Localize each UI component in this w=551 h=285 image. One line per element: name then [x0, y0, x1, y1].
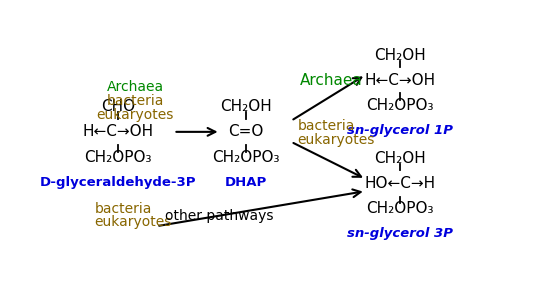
- Text: eukaryotes: eukaryotes: [298, 133, 375, 146]
- Text: CH₂OH: CH₂OH: [220, 99, 272, 114]
- Text: H←C→OH: H←C→OH: [83, 124, 154, 139]
- Text: HO←C→H: HO←C→H: [364, 176, 435, 191]
- Text: CH₂OH: CH₂OH: [374, 48, 426, 62]
- Text: CHO: CHO: [101, 99, 135, 114]
- Text: other pathways: other pathways: [165, 209, 273, 223]
- Text: eukaryotes: eukaryotes: [96, 108, 174, 122]
- Text: CH₂OH: CH₂OH: [374, 151, 426, 166]
- Text: bacteria: bacteria: [106, 94, 164, 108]
- Text: Archaea: Archaea: [300, 73, 362, 88]
- Text: eukaryotes: eukaryotes: [95, 215, 172, 229]
- Text: CH₂OPO₃: CH₂OPO₃: [84, 150, 152, 165]
- Text: bacteria: bacteria: [298, 119, 355, 133]
- Text: Archaea: Archaea: [106, 80, 164, 94]
- Text: D-glyceraldehyde-3P: D-glyceraldehyde-3P: [40, 176, 196, 189]
- Text: sn-glycerol 3P: sn-glycerol 3P: [347, 227, 453, 241]
- Text: DHAP: DHAP: [225, 176, 267, 189]
- Text: C=O: C=O: [229, 124, 264, 139]
- Text: CH₂OPO₃: CH₂OPO₃: [366, 201, 434, 216]
- Text: sn-glycerol 1P: sn-glycerol 1P: [347, 124, 453, 137]
- Text: H←C→OH: H←C→OH: [364, 73, 435, 88]
- Text: CH₂OPO₃: CH₂OPO₃: [212, 150, 280, 165]
- Text: bacteria: bacteria: [95, 202, 152, 216]
- Text: CH₂OPO₃: CH₂OPO₃: [366, 98, 434, 113]
